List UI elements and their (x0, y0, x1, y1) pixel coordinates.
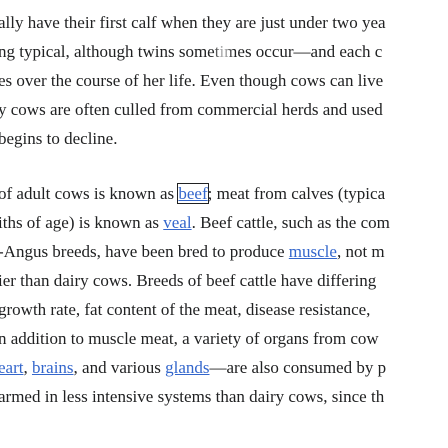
text-run: ier than dairy cows. Breeds of beef catt… (0, 271, 377, 290)
link-glands[interactable]: glands (165, 358, 210, 377)
text-run: ; meat from calves (typica (207, 184, 386, 203)
text-line: begins to decline. (0, 124, 117, 153)
link-brains[interactable]: brains (31, 358, 74, 377)
text-line: armed in less intensive systems than dai… (0, 382, 384, 411)
link-veal[interactable]: veal (163, 213, 192, 232)
text-run: . Beef cattle, such as the com (191, 213, 390, 232)
text-run: es over the course of her life. Even tho… (0, 71, 384, 90)
text-run: -Angus breeds, have been bred to produce (0, 242, 289, 261)
link-beef[interactable]: beef (177, 183, 209, 204)
text-run: —are also consumed by p (209, 358, 387, 377)
link-eart[interactable]: eart (0, 358, 24, 377)
text-line: eart, brains, and various glands—are als… (0, 353, 386, 382)
text-line: y cows are often culled from commercial … (0, 95, 383, 124)
text-line: es over the course of her life. Even tho… (0, 66, 383, 95)
text-line: iths of age) is known as veal. Beef catt… (0, 208, 390, 237)
text-line: -Angus breeds, have been bred to produce… (0, 237, 385, 266)
text-run: ng typical, although twins sometimes occ… (0, 42, 383, 61)
text-run: , not m (336, 242, 385, 261)
text-line: n addition to muscle meat, a variety of … (0, 324, 379, 353)
link-muscle[interactable]: muscle (288, 242, 337, 261)
text-run: of adult cows is known as (0, 184, 179, 203)
text-line: ier than dairy cows. Breeds of beef catt… (0, 266, 376, 295)
text-run: y cows are often culled from commercial … (0, 100, 383, 119)
text-run: iths of age) is known as (0, 213, 164, 232)
text-run: , and various (73, 358, 166, 377)
text-line: of adult cows is known as beef; meat fro… (0, 179, 385, 208)
text-line: ally have their first calf when they are… (0, 8, 386, 37)
text-run: begins to decline. (0, 129, 118, 148)
text-run: n addition to muscle meat, a variety of … (0, 329, 379, 348)
text-line: growth rate, fat content of the meat, di… (0, 295, 370, 324)
text-run: , (23, 358, 32, 377)
text-line: ng typical, although twins sometimes occ… (0, 37, 382, 66)
text-run: armed in less intensive systems than dai… (0, 387, 385, 406)
text-run: growth rate, fat content of the meat, di… (0, 300, 371, 319)
text-run: ally have their first calf when they are… (0, 13, 386, 32)
